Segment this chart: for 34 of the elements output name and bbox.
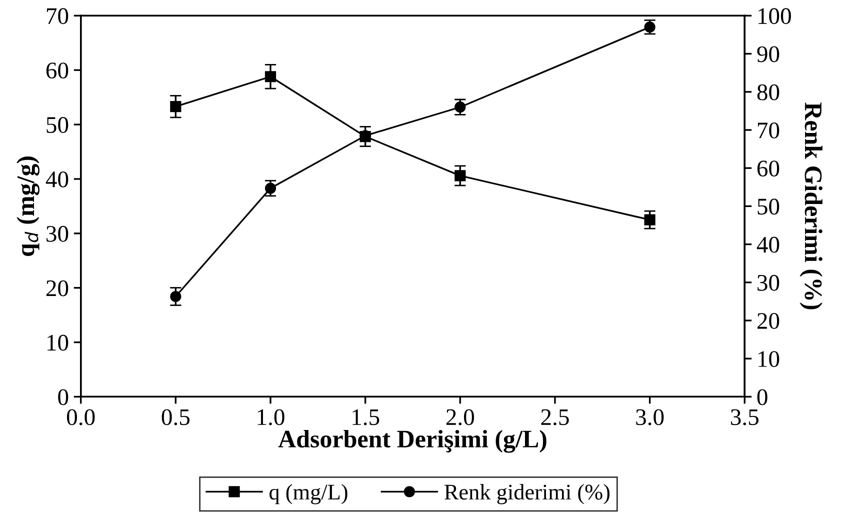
x-axis-title: Adsorbent Derişimi (g/L) xyxy=(278,430,546,453)
y-tick-label: 60 xyxy=(46,62,68,79)
y2-tick-label: 0 xyxy=(757,389,768,406)
x-tick-label: 0.0 xyxy=(66,409,95,426)
x-tick-label: 2.0 xyxy=(446,409,474,426)
y2-tick-label: 60 xyxy=(757,160,780,177)
y2-tick-label: 10 xyxy=(758,351,780,368)
x-tick-label: 2.5 xyxy=(541,409,569,426)
y2-tick-label: 70 xyxy=(758,122,780,138)
y2-tick-label: 40 xyxy=(756,236,780,253)
y-tick-label: 30 xyxy=(46,226,68,242)
y2-axis-title: Renk Giderimi (%) xyxy=(800,102,822,310)
x-tick-label: 1.5 xyxy=(352,409,380,426)
legend-label: Renk giderimi (%) xyxy=(444,484,610,504)
y2-tick-label: 90 xyxy=(757,46,780,62)
y-tick-label: 40 xyxy=(46,171,68,188)
x-tick-label: 1.0 xyxy=(258,409,284,426)
legend-label: q (mg/L) xyxy=(270,484,348,504)
x-tick-label: 0.5 xyxy=(162,409,190,426)
y-tick-label: 20 xyxy=(46,280,68,296)
y-tick-label: 50 xyxy=(46,117,68,133)
point xyxy=(454,170,466,182)
point xyxy=(644,214,656,226)
y2-tick-label: 80 xyxy=(757,84,780,100)
x-tick-label: 3.5 xyxy=(730,409,758,426)
y2-tick-label: 20 xyxy=(757,313,780,329)
y-axis-title: q$_{d}$ (mg/g) xyxy=(16,156,40,256)
y-tick-label: 10 xyxy=(48,334,68,351)
x-tick-label: 3.0 xyxy=(636,409,664,426)
y2-tick-label: 100 xyxy=(758,8,791,24)
y2-tick-label: 30 xyxy=(758,274,780,291)
y2-tick-label: 50 xyxy=(758,198,780,215)
y-tick-label: 70 xyxy=(46,8,68,24)
y-tick-label: 0 xyxy=(58,389,68,406)
